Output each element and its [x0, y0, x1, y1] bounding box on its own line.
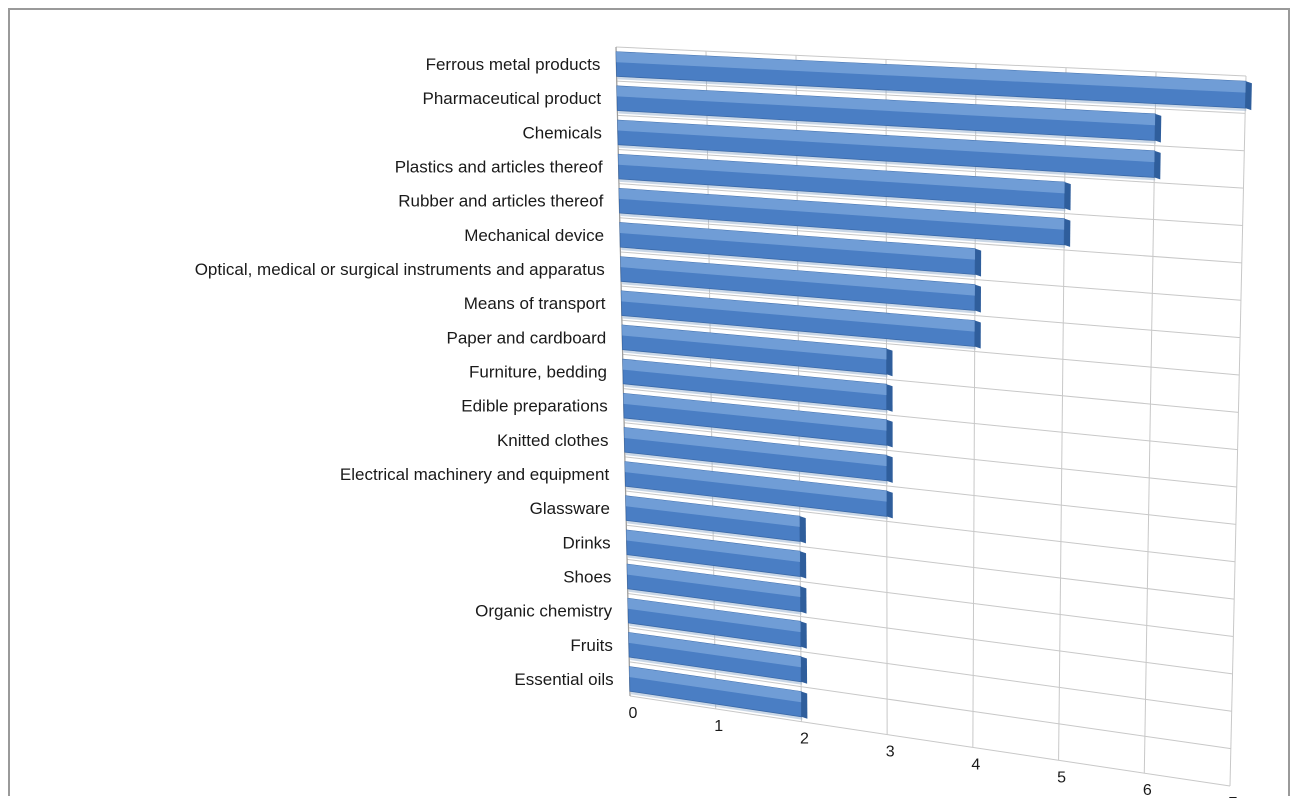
bar: [616, 85, 1162, 144]
grid-line-horizontal: [629, 695, 1231, 787]
bar: [623, 392, 893, 449]
grid-line-horizontal: [620, 251, 1241, 301]
bar: [625, 495, 806, 545]
category-label: Plastics and articles thereof: [395, 158, 603, 177]
x-tick-label: 5: [1057, 769, 1066, 786]
bars-layer: [615, 51, 1252, 720]
grid-line-horizontal: [619, 217, 1242, 264]
category-label: Chemicals: [522, 123, 601, 142]
bar: [618, 187, 1071, 248]
category-label: Rubber and articles thereof: [398, 192, 603, 211]
grid-line-horizontal: [621, 319, 1240, 376]
x-tick-label: 3: [886, 744, 895, 761]
bar: [623, 427, 893, 484]
grid-line-horizontal: [616, 80, 1246, 114]
grid-line-horizontal: [615, 46, 1247, 77]
grid-line-vertical: [1229, 75, 1247, 787]
grid-line-horizontal: [626, 558, 1234, 638]
bar: [615, 51, 1252, 112]
category-label: Furniture, bedding: [469, 363, 607, 382]
bar: [626, 563, 807, 615]
bar: [617, 119, 1161, 181]
category-label: Shoes: [563, 567, 611, 586]
category-label: Glassware: [530, 499, 610, 518]
category-label: Drinks: [563, 533, 611, 552]
x-axis-ticks: 01234567: [629, 705, 1238, 798]
bar: [628, 632, 808, 685]
grid-line-vertical: [1143, 71, 1157, 774]
grid-line-horizontal: [617, 114, 1245, 152]
grid-line-horizontal: [624, 422, 1237, 488]
category-label: Fruits: [570, 636, 613, 655]
category-labels: Ferrous metal products Pharmaceutical pro…: [195, 55, 614, 689]
grid-line-horizontal: [618, 183, 1243, 226]
grid-line-horizontal: [621, 285, 1241, 339]
x-tick-label: 6: [1143, 782, 1152, 798]
grid-line-horizontal: [625, 490, 1236, 563]
grid-line-horizontal: [628, 627, 1232, 712]
category-label: Optical, medical or surgical instruments…: [195, 260, 605, 279]
bar: [617, 153, 1071, 212]
bar-chart: Ferrous metal products Pharmaceutical pro…: [195, 46, 1252, 798]
bar: [619, 222, 982, 278]
grid-line-horizontal: [624, 456, 1236, 525]
category-label: Means of transport: [464, 294, 606, 313]
grid-line-horizontal: [629, 661, 1231, 750]
bar: [622, 358, 893, 413]
category-label: Essential oils: [514, 670, 613, 689]
category-label: Electrical machinery and equipment: [340, 465, 610, 484]
category-label: Organic chemistry: [475, 602, 612, 621]
category-label: Mechanical device: [464, 226, 604, 245]
bar: [628, 666, 808, 720]
category-label: Pharmaceutical product: [423, 89, 602, 108]
grid-line-horizontal: [627, 593, 1233, 675]
x-tick-label: 4: [971, 756, 980, 773]
category-label: Knitted clothes: [497, 431, 609, 450]
x-tick-label: 2: [800, 731, 809, 748]
grid-line-horizontal: [623, 388, 1238, 451]
category-label: Paper and cardboard: [447, 328, 607, 347]
x-tick-label: 0: [629, 705, 638, 722]
bar: [620, 290, 981, 350]
bar: [627, 597, 807, 650]
category-label: Edible preparations: [461, 397, 607, 416]
bar: [621, 324, 893, 378]
bar: [620, 256, 981, 314]
category-label: Ferrous metal products: [426, 55, 601, 74]
chart-frame: Ferrous metal products Pharmaceutical pro…: [8, 8, 1290, 798]
grid-line-horizontal: [626, 524, 1235, 600]
bar: [624, 461, 893, 520]
bar: [626, 529, 807, 580]
x-tick-label: 1: [714, 718, 723, 735]
grid-line-horizontal: [622, 353, 1239, 413]
grid-line-horizontal: [618, 148, 1244, 189]
